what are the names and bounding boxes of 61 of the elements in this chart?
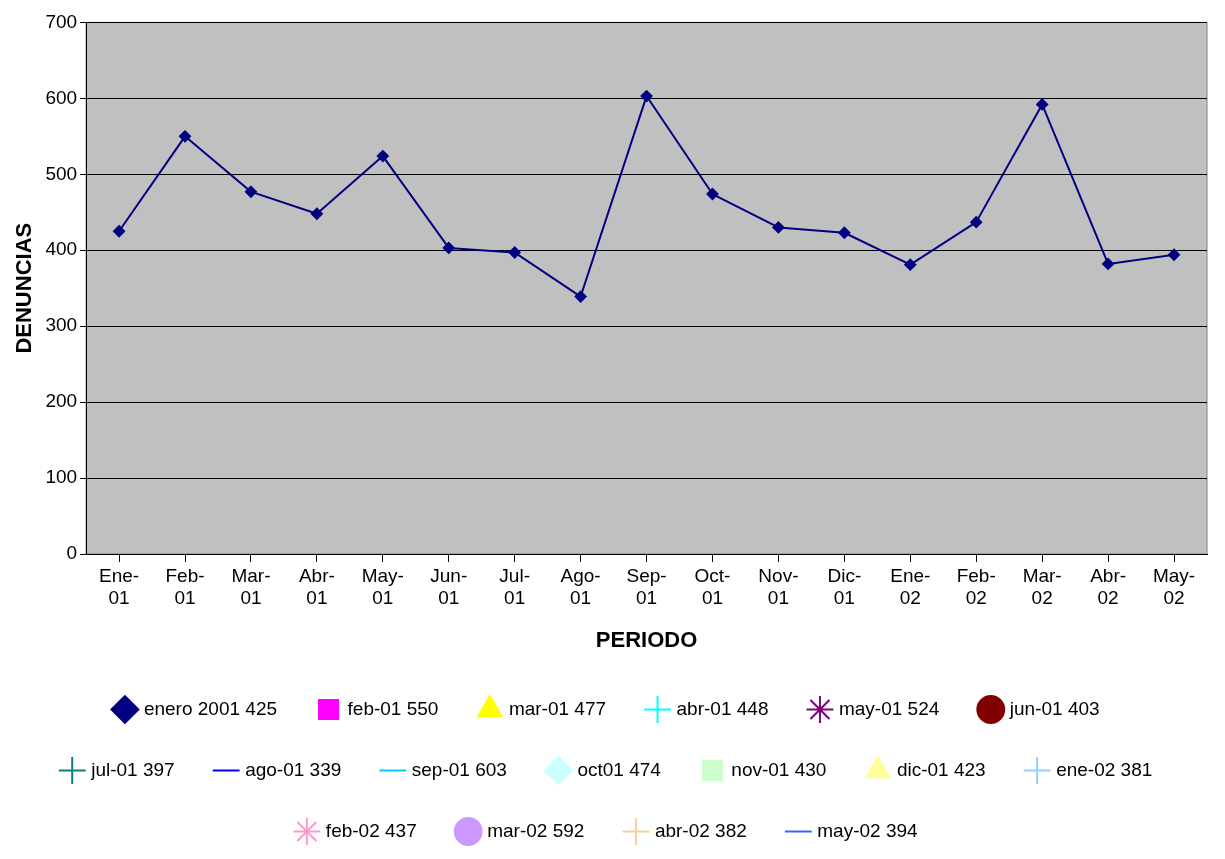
x-tick-label: Sep-01 [626,564,667,609]
point [1036,98,1049,111]
legend-label: feb-02 437 [325,819,417,841]
legend-label: may-02 394 [817,819,919,841]
point [574,290,587,303]
legend-label: abr-01 448 [676,697,769,719]
legend-label: may-01 524 [838,697,940,719]
point [772,221,785,234]
x-tick-label: May-01 [361,564,404,609]
x-tick-label: Jul-01 [499,564,530,609]
y-axis-title: DENUNCIAS [11,222,37,354]
legend-label: jul-01 397 [90,758,175,780]
point [970,216,983,229]
x-tick-label: Oct-01 [694,564,731,609]
point [310,207,323,220]
legend-label: oct01 474 [577,758,662,780]
legend-label: ago-01 339 [245,758,342,780]
x-tick-label: Ene-02 [890,564,931,609]
point [1102,257,1115,270]
legend-label: sep-01 603 [411,758,507,780]
x-tick-label: Abr-02 [1090,564,1127,609]
y-tick-label: 500 [45,162,78,184]
point [904,258,917,271]
point [179,130,191,143]
x-tick-label: Mar-02 [1022,564,1062,609]
y-tick-label: 0 [66,542,78,564]
y-tick-label: 100 [45,466,78,488]
legend-label: enero 2001 425 [143,697,278,719]
point [706,188,719,201]
point [244,185,257,198]
x-tick-label: Ene-01 [99,564,140,609]
y-tick-label: 400 [45,238,78,260]
x-tick-label: Dic-01 [827,564,862,609]
point [442,241,455,254]
x-tick-label: Abr-01 [298,564,335,609]
x-axis-title: PERIODO [595,626,698,652]
legend-label: feb-01 550 [347,697,439,719]
point [113,225,126,238]
y-tick-label: 600 [45,86,78,108]
point [640,90,653,103]
point [376,150,389,163]
legend-label: dic-01 423 [896,758,986,780]
legend-label: mar-02 592 [487,819,585,841]
x-tick-label: Feb-02 [956,564,996,609]
legend-label: abr-02 382 [654,819,747,841]
point [838,226,851,239]
x-tick-label: Nov-01 [758,564,799,609]
x-tick-label: Ago-01 [560,564,601,609]
y-tick-label: 700 [45,10,78,32]
legend-label: mar-01 477 [508,697,607,719]
point [508,246,521,259]
y-tick-label: 300 [45,314,78,336]
legend-label: nov-01 430 [731,758,827,780]
x-tick-label: May-02 [1152,564,1196,609]
x-tick-label: Jun-01 [430,564,468,609]
x-tick-label: Feb-01 [165,564,205,609]
legend-label: ene-02 381 [1056,758,1153,780]
x-tick-label: Mar-01 [231,564,271,609]
point [1168,248,1181,261]
y-tick-label: 200 [45,390,78,412]
legend-label: jun-01 403 [1008,697,1100,719]
